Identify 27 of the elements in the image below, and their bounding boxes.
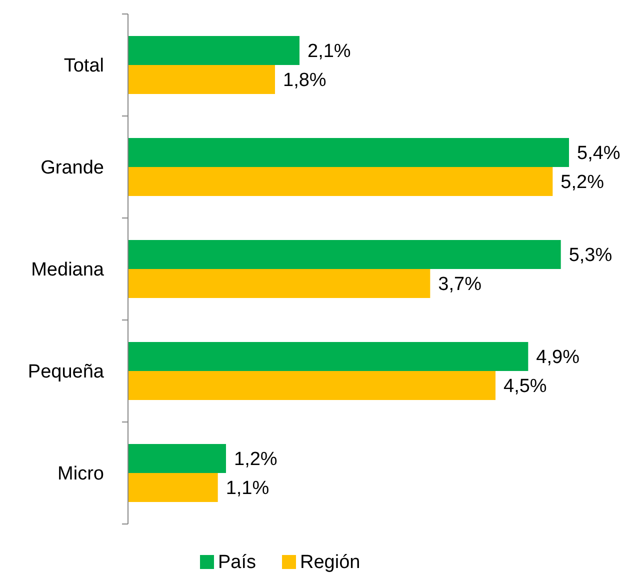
data-label: 5,2%: [560, 172, 604, 194]
data-label: 1,8%: [283, 70, 326, 92]
data-label: 5,4%: [577, 143, 620, 164]
data-label: 1,2%: [234, 449, 278, 470]
y-tick-label: Total: [64, 56, 104, 77]
bar: [128, 65, 275, 94]
y-tick-label: Pequeña: [28, 362, 104, 383]
data-label: 4,9%: [536, 347, 580, 368]
bar: [128, 269, 430, 298]
y-tick-label: Mediana: [31, 260, 104, 281]
bar: [128, 473, 218, 502]
data-label: 4,5%: [504, 376, 547, 398]
bar: [128, 444, 226, 473]
data-label: 3,7%: [438, 274, 482, 296]
data-label: 1,1%: [226, 478, 270, 500]
bar: [128, 138, 569, 167]
data-label: 5,3%: [568, 245, 612, 266]
bar: [128, 240, 561, 269]
bar: [128, 167, 553, 196]
y-tick-label: Grande: [40, 158, 104, 179]
legend-label: Región: [300, 552, 360, 573]
y-tick-label: Micro: [58, 464, 104, 485]
bar: [128, 371, 496, 400]
data-label: 2,1%: [308, 41, 351, 62]
legend-label: País: [218, 552, 256, 573]
bar: [128, 36, 300, 65]
bar: [128, 342, 528, 371]
